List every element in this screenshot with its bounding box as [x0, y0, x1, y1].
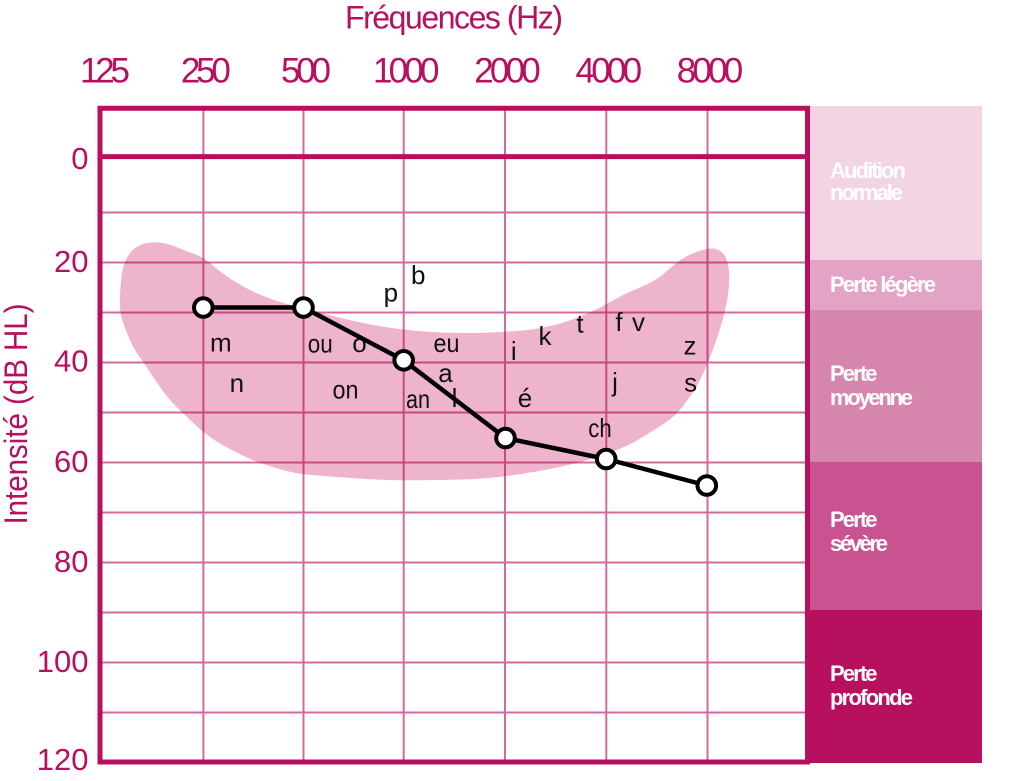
- svg-text:a: a: [438, 358, 453, 388]
- svg-text:v: v: [632, 307, 645, 337]
- svg-text:z: z: [684, 331, 697, 361]
- svg-text:j: j: [611, 367, 618, 397]
- svg-text:p: p: [384, 278, 398, 308]
- svg-text:4000: 4000: [576, 52, 643, 91]
- svg-text:profonde: profonde: [830, 685, 913, 710]
- svg-text:250: 250: [181, 52, 231, 91]
- svg-text:moyenne: moyenne: [830, 385, 913, 410]
- svg-text:8000: 8000: [677, 52, 744, 91]
- svg-text:k: k: [539, 321, 553, 351]
- svg-text:t: t: [576, 308, 584, 338]
- svg-text:0: 0: [71, 141, 88, 176]
- svg-text:f: f: [615, 307, 623, 337]
- svg-text:ch: ch: [588, 413, 612, 443]
- svg-text:Perte: Perte: [830, 507, 878, 532]
- svg-text:Fréquences (Hz): Fréquences (Hz): [345, 0, 563, 35]
- svg-text:60: 60: [54, 444, 88, 479]
- svg-text:Perte: Perte: [830, 361, 878, 386]
- svg-text:i: i: [511, 336, 517, 366]
- svg-text:n: n: [230, 368, 244, 398]
- svg-text:s: s: [684, 368, 697, 398]
- svg-text:Audition: Audition: [830, 158, 906, 183]
- svg-text:é: é: [518, 383, 532, 413]
- svg-text:500: 500: [281, 52, 331, 91]
- svg-text:40: 40: [54, 344, 88, 379]
- svg-text:2000: 2000: [474, 52, 541, 91]
- svg-text:Perte légère: Perte légère: [830, 272, 936, 297]
- svg-text:b: b: [411, 260, 425, 290]
- svg-text:Perte: Perte: [830, 661, 878, 686]
- svg-text:125: 125: [80, 52, 130, 91]
- svg-text:1000: 1000: [373, 52, 440, 91]
- svg-text:120: 120: [37, 742, 89, 777]
- svg-text:eu: eu: [434, 328, 460, 358]
- svg-text:100: 100: [37, 644, 89, 679]
- svg-text:ou: ou: [308, 329, 333, 359]
- svg-text:80: 80: [54, 544, 88, 579]
- svg-text:sévère: sévère: [830, 531, 888, 556]
- svg-text:20: 20: [54, 244, 88, 279]
- svg-text:on: on: [333, 375, 359, 405]
- svg-text:an: an: [406, 384, 430, 414]
- svg-text:normale: normale: [830, 180, 903, 205]
- svg-text:m: m: [210, 328, 232, 358]
- svg-text:Intensité (dB HL): Intensité (dB HL): [0, 304, 34, 525]
